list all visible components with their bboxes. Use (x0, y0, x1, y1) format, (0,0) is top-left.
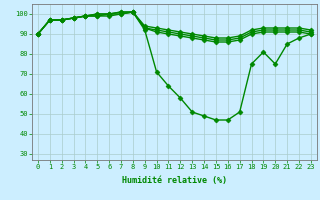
X-axis label: Humidité relative (%): Humidité relative (%) (122, 176, 227, 185)
